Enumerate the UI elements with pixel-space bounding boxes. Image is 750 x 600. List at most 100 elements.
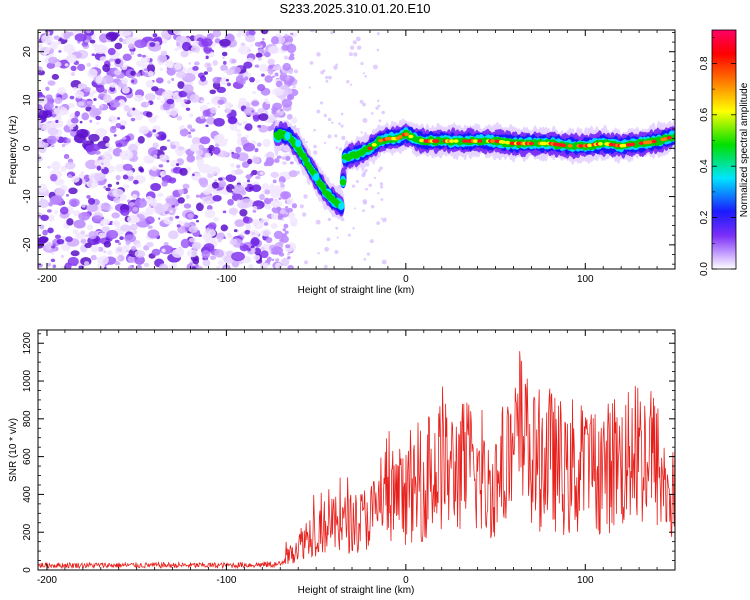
heatmap-cell [364,169,368,173]
heatmap-cell [500,140,506,144]
heatmap-cell [364,74,368,78]
heatmap-cell [340,112,344,116]
heatmap-cell [323,264,328,269]
heatmap-cell [203,243,215,252]
heatmap-cell [472,139,478,143]
heatmap-cell [380,217,383,220]
heatmap-cell [313,128,316,132]
heatmap-cell [662,137,668,141]
heatmap-cell [123,135,131,142]
heatmap-cell [88,230,97,240]
heatmap-cell [51,73,60,80]
heatmap-cell [65,194,70,197]
heatmap-cell [47,165,51,169]
heatmap-cell [235,164,241,169]
heatmap-cell [285,76,290,81]
heatmap-cell [130,245,137,251]
heatmap-cell [85,30,92,34]
heatmap-cell [320,70,325,75]
heatmap-cell [254,247,262,256]
heatmap-cell [123,184,130,189]
heatmap-cell [327,117,332,122]
heatmap-cell [373,176,377,180]
y-tick-label: -20 [22,237,33,252]
heatmap-cell [205,170,210,174]
heatmap-cell [161,248,166,253]
heatmap-cell [355,179,359,184]
heatmap-cell [228,207,238,215]
heatmap-cell [64,161,76,170]
heatmap-cell [239,209,248,217]
heatmap-cell [125,36,135,45]
heatmap-cell [205,117,216,125]
heatmap-cell [137,53,142,58]
heatmap-cell [85,179,90,182]
heatmap-cell [349,45,355,50]
heatmap-cell [212,30,222,38]
heatmap-cell [92,215,103,223]
heatmap-cell [323,141,327,144]
heatmap-cell [54,105,59,109]
heatmap-cell [116,181,120,185]
heatmap-cell [191,241,202,250]
heatmap-cell [86,194,91,199]
heatmap-cell [243,61,253,69]
heatmap-cell [201,115,206,120]
heatmap-cell [130,117,136,122]
heatmap-cell [65,236,73,243]
heatmap-cell [181,41,192,52]
heatmap-cell [244,229,251,235]
heatmap-cell [46,62,56,69]
heatmap-cell [160,100,165,104]
heatmap-cell [251,110,254,113]
heatmap-cell [53,35,60,40]
heatmap-cell [83,261,90,266]
heatmap-cell [161,180,168,187]
heatmap-cell [256,142,262,147]
heatmap-cell [122,163,133,171]
heatmap-cell [206,205,213,211]
heatmap-cell [127,175,134,181]
heatmap-cell [229,44,233,48]
heatmap-cell [238,45,251,55]
heatmap-cell [202,189,212,196]
heatmap-cell [116,256,121,260]
heatmap-cell [99,255,109,265]
heatmap-cell [95,84,105,93]
heatmap-cell [222,60,227,65]
heatmap-cell [380,198,384,201]
heatmap-cell [143,68,148,71]
heatmap-cell [281,191,292,200]
heatmap-cell [152,142,159,149]
heatmap-cell [182,84,194,93]
heatmap-cell [608,142,614,147]
heatmap-cell [119,236,124,241]
heatmap-cell [202,109,210,117]
heatmap-cell [90,254,97,261]
heatmap-cell [212,59,218,66]
heatmap-cell [145,111,153,118]
heatmap-cell [278,176,286,184]
heatmap-cell [72,229,79,235]
heatmap-cell [264,98,269,103]
heatmap-cell [121,77,129,85]
heatmap-cell [183,203,192,209]
heatmap-cell [376,32,380,36]
heatmap-cell [44,102,54,110]
heatmap-cell [86,62,91,68]
heatmap-cell [61,143,66,148]
heatmap-cell [366,252,370,256]
heatmap-cell [218,177,223,181]
heatmap-cell [125,240,131,245]
heatmap-cell [171,77,175,81]
heatmap-cell [169,210,174,213]
heatmap-cell [330,31,334,35]
heatmap-cell [236,132,242,138]
heatmap-cell [133,94,144,102]
heatmap-cell [107,146,113,153]
heatmap-cell [157,192,164,198]
heatmap-cell [280,187,285,191]
heatmap-cell [103,94,112,104]
heatmap-cell [302,156,309,163]
